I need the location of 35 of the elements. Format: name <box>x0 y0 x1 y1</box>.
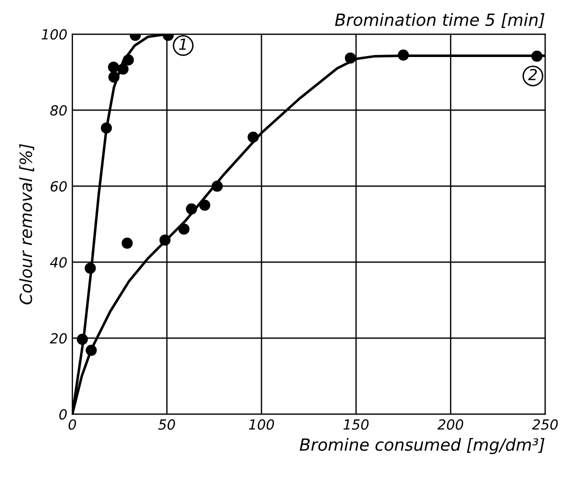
point <box>212 180 223 192</box>
x-tick-label: 250 <box>532 419 558 430</box>
y-tick-label: 80 <box>50 105 67 116</box>
x-tick-label: 50 <box>158 419 176 430</box>
point <box>117 64 129 75</box>
y-tick-label: 20 <box>50 333 67 344</box>
x-tick-label: 200 <box>437 419 464 430</box>
x-tick-label: 150 <box>343 419 369 430</box>
point <box>122 238 133 249</box>
y-axis-title: Colour removal [%] <box>19 144 34 304</box>
point <box>248 132 259 143</box>
point <box>178 224 190 235</box>
y-tick-label: 100 <box>42 29 67 40</box>
point <box>108 72 120 83</box>
x-axis-title: Bromine consumed [mg/dm³] <box>300 438 544 454</box>
y-tick-label: 0 <box>59 409 67 420</box>
point <box>344 52 356 64</box>
point <box>76 334 88 345</box>
point <box>531 50 542 62</box>
point <box>159 234 171 246</box>
point <box>84 262 96 274</box>
annotation: 1 <box>179 38 186 50</box>
point <box>100 122 112 134</box>
x-tick-label: 100 <box>248 419 274 430</box>
point <box>186 203 198 214</box>
annotation: 2 <box>528 68 537 80</box>
point <box>398 49 409 61</box>
point <box>86 344 97 356</box>
chart-title: Bromination time 5 [min] <box>335 13 544 28</box>
point <box>199 200 210 211</box>
point <box>122 54 134 66</box>
point <box>108 62 120 73</box>
y-tick-label: 40 <box>50 257 67 268</box>
y-tick-label: 60 <box>50 181 67 192</box>
x-tick-label: 0 <box>68 419 76 430</box>
